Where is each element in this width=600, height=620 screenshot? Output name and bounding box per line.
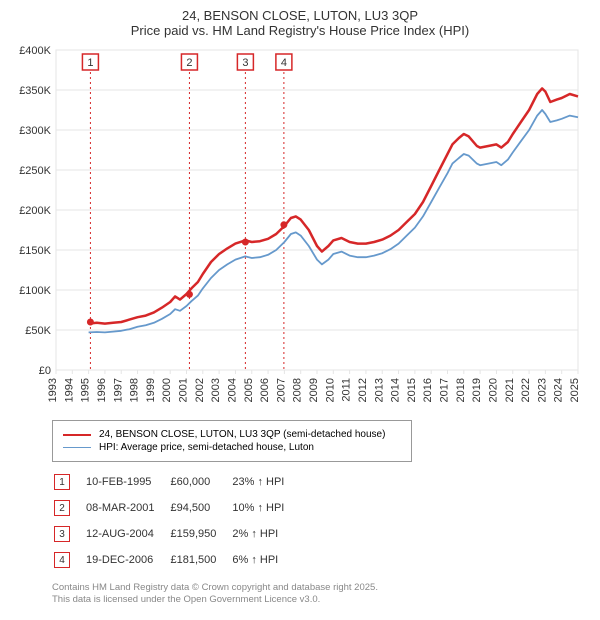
marker-number-box: 4 — [54, 552, 70, 568]
svg-text:£50K: £50K — [25, 325, 51, 337]
svg-text:1994: 1994 — [63, 378, 75, 402]
svg-text:2006: 2006 — [259, 378, 271, 402]
marker-row: 1 10-FEB-1995£60,00023% ↑ HPI — [54, 470, 298, 494]
chart-subtitle: Price paid vs. HM Land Registry's House … — [10, 23, 590, 38]
svg-text:2008: 2008 — [292, 378, 304, 402]
legend-label: HPI: Average price, semi-detached house,… — [99, 442, 314, 453]
legend-label: 24, BENSON CLOSE, LUTON, LU3 3QP (semi-d… — [99, 429, 385, 440]
marker-number-box: 3 — [54, 526, 70, 542]
svg-text:2007: 2007 — [275, 378, 287, 402]
marker-price: £94,500 — [170, 496, 230, 520]
svg-text:1998: 1998 — [129, 378, 141, 402]
marker-table: 1 10-FEB-1995£60,00023% ↑ HPI 2 08-MAR-2001… — [52, 468, 300, 574]
marker-date: 10-FEB-1995 — [86, 470, 168, 494]
legend: 24, BENSON CLOSE, LUTON, LU3 3QP (semi-d… — [52, 420, 412, 462]
svg-text:£400K: £400K — [19, 45, 51, 57]
svg-text:£100K: £100K — [19, 285, 51, 297]
marker-row: 3 12-AUG-2004£159,9502% ↑ HPI — [54, 522, 298, 546]
marker-date: 08-MAR-2001 — [86, 496, 168, 520]
svg-text:2016: 2016 — [422, 378, 434, 402]
svg-text:2018: 2018 — [455, 378, 467, 402]
marker-price: £181,500 — [170, 548, 230, 572]
marker-row: 2 08-MAR-2001£94,50010% ↑ HPI — [54, 496, 298, 520]
svg-text:2003: 2003 — [210, 378, 222, 402]
svg-text:2004: 2004 — [226, 378, 238, 402]
svg-text:2011: 2011 — [341, 378, 353, 402]
footer-line: Contains HM Land Registry data © Crown c… — [52, 582, 590, 594]
svg-text:£200K: £200K — [19, 205, 51, 217]
svg-text:1996: 1996 — [96, 378, 108, 402]
svg-text:2020: 2020 — [487, 378, 499, 402]
svg-text:2019: 2019 — [471, 378, 483, 402]
price-chart: £0 £50K £100K £150K £200K £250K £300K £350K £400… — [10, 44, 590, 414]
svg-text:£350K: £350K — [19, 85, 51, 97]
svg-text:1993: 1993 — [47, 378, 59, 402]
svg-text:2025: 2025 — [569, 378, 581, 402]
marker-row: 4 19-DEC-2006£181,5006% ↑ HPI — [54, 548, 298, 572]
svg-text:2002: 2002 — [194, 378, 206, 402]
legend-item: HPI: Average price, semi-detached house,… — [63, 442, 401, 453]
svg-text:2005: 2005 — [243, 378, 255, 402]
chart-title: 24, BENSON CLOSE, LUTON, LU3 3QP — [10, 8, 590, 23]
marker-pct: 23% ↑ HPI — [232, 470, 298, 494]
svg-text:2021: 2021 — [504, 378, 516, 402]
legend-swatch — [63, 434, 91, 436]
svg-text:2013: 2013 — [373, 378, 385, 402]
svg-text:2022: 2022 — [520, 378, 532, 402]
legend-item: 24, BENSON CLOSE, LUTON, LU3 3QP (semi-d… — [63, 429, 401, 440]
svg-text:2017: 2017 — [439, 378, 451, 402]
svg-text:£250K: £250K — [19, 165, 51, 177]
svg-text:1995: 1995 — [80, 378, 92, 402]
attribution-footer: Contains HM Land Registry data © Crown c… — [52, 582, 590, 607]
svg-text:1997: 1997 — [112, 378, 124, 402]
marker-date: 12-AUG-2004 — [86, 522, 168, 546]
svg-text:£150K: £150K — [19, 245, 51, 257]
svg-text:2012: 2012 — [357, 378, 369, 402]
marker-date: 19-DEC-2006 — [86, 548, 168, 572]
svg-text:2001: 2001 — [178, 378, 190, 402]
marker-pct: 6% ↑ HPI — [232, 548, 298, 572]
svg-text:3: 3 — [242, 57, 248, 69]
svg-text:4: 4 — [281, 57, 287, 69]
svg-text:2024: 2024 — [553, 378, 565, 402]
legend-swatch — [63, 447, 91, 448]
svg-text:2009: 2009 — [308, 378, 320, 402]
marker-pct: 2% ↑ HPI — [232, 522, 298, 546]
marker-number-box: 2 — [54, 500, 70, 516]
svg-text:1999: 1999 — [145, 378, 157, 402]
marker-price: £60,000 — [170, 470, 230, 494]
svg-text:2000: 2000 — [161, 378, 173, 402]
marker-number-box: 1 — [54, 474, 70, 490]
svg-text:2015: 2015 — [406, 378, 418, 402]
chart-title-block: 24, BENSON CLOSE, LUTON, LU3 3QP Price p… — [10, 8, 590, 38]
svg-text:2014: 2014 — [390, 378, 402, 402]
svg-text:2023: 2023 — [536, 378, 548, 402]
marker-price: £159,950 — [170, 522, 230, 546]
footer-line: This data is licensed under the Open Gov… — [52, 594, 590, 606]
svg-text:2: 2 — [186, 57, 192, 69]
svg-text:2010: 2010 — [324, 378, 336, 402]
svg-text:1: 1 — [87, 57, 93, 69]
svg-text:£0: £0 — [39, 365, 51, 377]
svg-text:£300K: £300K — [19, 125, 51, 137]
marker-pct: 10% ↑ HPI — [232, 496, 298, 520]
